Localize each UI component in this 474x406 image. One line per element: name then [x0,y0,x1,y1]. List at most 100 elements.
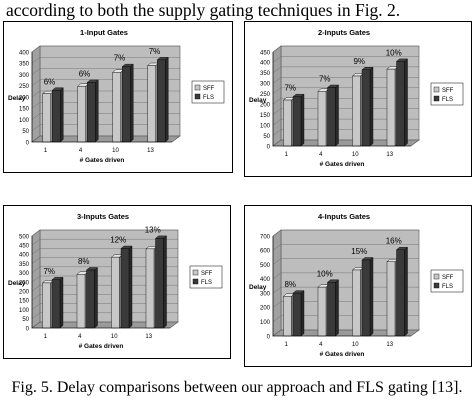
x-tick-label: 13 [145,334,152,340]
gridline-side [31,294,41,301]
bar-front [42,282,51,329]
x-tick-label: 10 [352,342,359,348]
gridline-side [272,229,282,237]
bar-front [386,261,396,337]
percent-label: 10% [317,269,333,278]
bar-front [86,269,95,329]
bar-side [163,235,167,329]
y-tick-label: 50 [22,129,29,135]
gridline-side [31,248,41,255]
legend-swatch-sff [433,273,440,280]
bar-side [300,93,305,147]
y-tick-label: 50 [22,317,29,323]
y-tick-label: 100 [19,118,30,124]
percent-label: 15% [351,247,367,256]
chart-1-input-gates: 1-Input Gates 0 50 100 150 200 250 300 350 400 Del… [8,28,225,164]
bar-front [155,238,164,329]
bar-side [335,84,339,147]
y-tick-label: 300 [260,82,271,88]
gridline-side [272,118,282,126]
chart-title: 2-Inputs Gates [318,28,370,37]
x-axis-label: # Gates driven [320,351,365,358]
legend-swatch-fls [194,93,201,100]
percent-label: 16% [386,237,402,246]
bar-front [317,286,327,337]
y-tick-label: 0 [26,140,30,146]
gridline-side [31,266,41,273]
x-tick-label: 13 [386,342,393,348]
y-tick-label: 250 [19,84,30,90]
bar-front [111,256,120,329]
y-tick-label: 150 [19,299,30,305]
percent-label: 7% [149,47,161,56]
y-tick-label: 300 [19,271,30,277]
bar-side [94,267,98,329]
gridline-side [31,68,41,75]
bar-front [120,248,130,329]
percent-label: 9% [353,57,365,66]
bar-fls [51,87,64,143]
gridline-side [31,113,41,120]
legend-label: FLS [442,284,453,290]
bar-front [76,274,86,329]
chart-2-inputs-gates: 2-Inputs Gates 0 50 100 150 200 250 300 350 400 45… [249,28,464,168]
x-axis-label: # Gates driven [80,157,125,164]
bar-front [77,85,86,143]
gridline-side [272,77,282,84]
bar-side [95,79,99,143]
y-axis-label: Delay [249,97,267,104]
y-tick-label: 700 [260,234,271,240]
bar-side [369,66,374,147]
gridline-side [31,321,41,329]
gridline-side [31,312,41,319]
percent-label: 13% [145,225,161,234]
bar-front [292,96,302,147]
bar-side [130,63,134,143]
percent-label: 8% [78,257,90,266]
bar-front [157,59,166,143]
bar-front [396,61,405,147]
bar-fls [292,93,305,147]
gridline-side [272,108,282,115]
bar-front [112,72,121,143]
bar-fls [292,290,305,337]
y-tick-label: 600 [260,249,271,255]
y-tick-label: 400 [260,61,271,67]
bar-front [352,269,361,337]
bar-side [165,56,169,143]
gridline-side [31,124,41,131]
bar-fls [395,246,409,337]
gridline-side [31,257,41,264]
gridline-side [31,275,41,283]
x-tick-label: 10 [112,148,119,154]
bar-fls [326,279,340,337]
gridline-side [272,98,282,105]
gridline-side [272,45,282,53]
bar-fls [86,79,99,143]
percent-label: 10% [386,48,402,57]
y-tick-label: 100 [19,308,30,314]
gridline-side [272,315,282,322]
bar-front [122,66,131,143]
gridline-side [272,286,282,294]
percent-label: 7% [319,75,331,84]
chart-panel-2-inputs-gates: 2-Inputs Gates 0 50 100 150 200 250 300 350 400 45… [244,21,472,177]
percent-label: 12% [110,236,126,245]
x-tick-label: 1 [285,152,289,158]
bar-front [42,93,51,143]
legend-swatch-fls [192,278,199,285]
x-tick-label: 1 [285,342,289,348]
gridline-side [272,66,282,74]
bar-side [369,257,374,337]
gridline-side [31,285,41,292]
y-axis-label: Delay [249,284,267,291]
legend-label: SFF [203,86,215,92]
y-tick-label: 350 [260,71,271,77]
bar-fls [395,58,409,147]
y-tick-label: 0 [267,334,271,340]
x-axis-label: # Gates driven [320,161,365,168]
gridline-side [31,90,41,98]
bar-fls [361,66,374,147]
y-tick-label: 350 [19,62,30,68]
body-text-line: according to both the supply gating tech… [6,0,401,20]
